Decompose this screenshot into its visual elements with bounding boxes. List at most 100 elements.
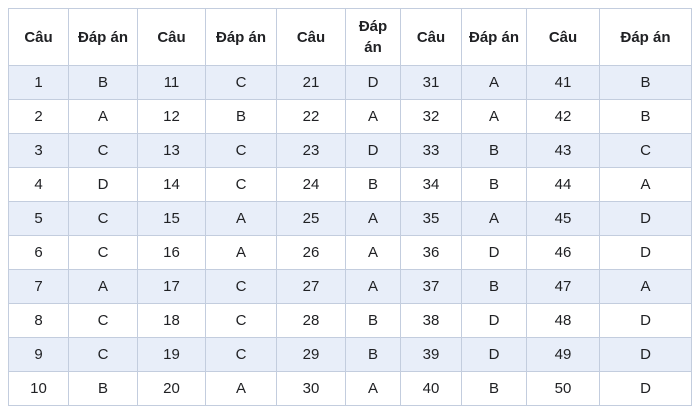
question-number-cell: 17 (137, 269, 206, 304)
answer-cell: A (68, 99, 138, 134)
answer-cell: D (599, 337, 692, 372)
answer-cell: A (461, 99, 527, 134)
answer-cell: C (205, 269, 277, 304)
answer-cell: B (345, 337, 401, 372)
header-cell-answer: Đáp án (599, 8, 692, 66)
header-cell-question: Câu (8, 8, 69, 66)
question-number-cell: 9 (8, 337, 69, 372)
answer-cell: C (205, 167, 277, 202)
answer-cell: A (345, 269, 401, 304)
header-cell-question: Câu (526, 8, 600, 66)
question-number-cell: 35 (400, 201, 462, 236)
question-number-cell: 27 (276, 269, 346, 304)
answer-cell: C (205, 303, 277, 338)
question-number-cell: 15 (137, 201, 206, 236)
question-number-cell: 25 (276, 201, 346, 236)
question-number-cell: 33 (400, 133, 462, 168)
question-number-cell: 30 (276, 371, 346, 406)
header-cell-question: Câu (276, 8, 346, 66)
answer-cell: D (599, 303, 692, 338)
answer-cell: C (599, 133, 692, 168)
question-number-cell: 49 (526, 337, 600, 372)
table-row: 9 C 19 C 29 B 39 D 49 D (8, 337, 692, 372)
question-number-cell: 6 (8, 235, 69, 270)
question-number-cell: 2 (8, 99, 69, 134)
question-number-cell: 44 (526, 167, 600, 202)
answer-cell: B (461, 371, 527, 406)
question-number-cell: 36 (400, 235, 462, 270)
table-header: Câu Đáp án Câu Đáp án Câu Đáp án Câu Đáp án Câu Đ… (8, 8, 692, 66)
question-number-cell: 23 (276, 133, 346, 168)
answer-cell: A (345, 371, 401, 406)
header-cell-question: Câu (400, 8, 462, 66)
question-number-cell: 42 (526, 99, 600, 134)
question-number-cell: 46 (526, 235, 600, 270)
answer-cell: B (345, 303, 401, 338)
answer-cell: C (68, 201, 138, 236)
answer-cell: B (599, 65, 692, 100)
answer-cell: A (599, 167, 692, 202)
question-number-cell: 1 (8, 65, 69, 100)
question-number-cell: 13 (137, 133, 206, 168)
question-number-cell: 18 (137, 303, 206, 338)
question-number-cell: 37 (400, 269, 462, 304)
answer-cell: B (599, 99, 692, 134)
answer-cell: B (461, 269, 527, 304)
question-number-cell: 40 (400, 371, 462, 406)
answer-cell: C (68, 337, 138, 372)
table-row: 2 A 12 B 22 A 32 A 42 B (8, 99, 692, 134)
header-cell-answer: Đáp án (461, 8, 527, 66)
question-number-cell: 47 (526, 269, 600, 304)
header-cell-answer: Đáp án (345, 8, 401, 66)
header-cell-answer: Đáp án (68, 8, 138, 66)
question-number-cell: 32 (400, 99, 462, 134)
question-number-cell: 20 (137, 371, 206, 406)
question-number-cell: 10 (8, 371, 69, 406)
question-number-cell: 14 (137, 167, 206, 202)
answer-cell: D (461, 235, 527, 270)
answer-cell: C (205, 65, 277, 100)
question-number-cell: 39 (400, 337, 462, 372)
question-number-cell: 41 (526, 65, 600, 100)
answer-cell: A (461, 65, 527, 100)
question-number-cell: 38 (400, 303, 462, 338)
answer-cell: A (345, 99, 401, 134)
table-row: 10 B 20 A 30 A 40 B 50 D (8, 371, 692, 406)
answer-cell: C (68, 235, 138, 270)
answer-cell: D (599, 201, 692, 236)
question-number-cell: 3 (8, 133, 69, 168)
answer-key-table: Câu Đáp án Câu Đáp án Câu Đáp án Câu Đáp án Câu Đ… (8, 8, 692, 406)
answer-cell: B (68, 65, 138, 100)
question-number-cell: 24 (276, 167, 346, 202)
table-body: 1 B 11 C 21 D 31 A 41 B 2 A 12 B 22 A 32 A 42 B 3 C 13 C 23 D 33 B 4… (8, 65, 692, 406)
question-number-cell: 22 (276, 99, 346, 134)
answer-cell: D (68, 167, 138, 202)
question-number-cell: 4 (8, 167, 69, 202)
answer-cell: A (205, 371, 277, 406)
question-number-cell: 45 (526, 201, 600, 236)
question-number-cell: 21 (276, 65, 346, 100)
answer-cell: D (461, 303, 527, 338)
question-number-cell: 12 (137, 99, 206, 134)
answer-cell: D (599, 371, 692, 406)
answer-cell: B (68, 371, 138, 406)
question-number-cell: 7 (8, 269, 69, 304)
question-number-cell: 28 (276, 303, 346, 338)
question-number-cell: 11 (137, 65, 206, 100)
header-cell-answer: Đáp án (205, 8, 277, 66)
answer-cell: A (345, 201, 401, 236)
answer-cell: A (68, 269, 138, 304)
header-row: Câu Đáp án Câu Đáp án Câu Đáp án Câu Đáp án Câu Đ… (8, 8, 692, 66)
question-number-cell: 34 (400, 167, 462, 202)
answer-cell: C (205, 133, 277, 168)
answer-cell: A (599, 269, 692, 304)
answer-cell: A (205, 201, 277, 236)
table-row: 5 C 15 A 25 A 35 A 45 D (8, 201, 692, 236)
answer-cell: B (205, 99, 277, 134)
question-number-cell: 50 (526, 371, 600, 406)
table-row: 1 B 11 C 21 D 31 A 41 B (8, 65, 692, 100)
answer-cell: B (461, 167, 527, 202)
answer-cell: D (345, 133, 401, 168)
table-row: 4 D 14 C 24 B 34 B 44 A (8, 167, 692, 202)
